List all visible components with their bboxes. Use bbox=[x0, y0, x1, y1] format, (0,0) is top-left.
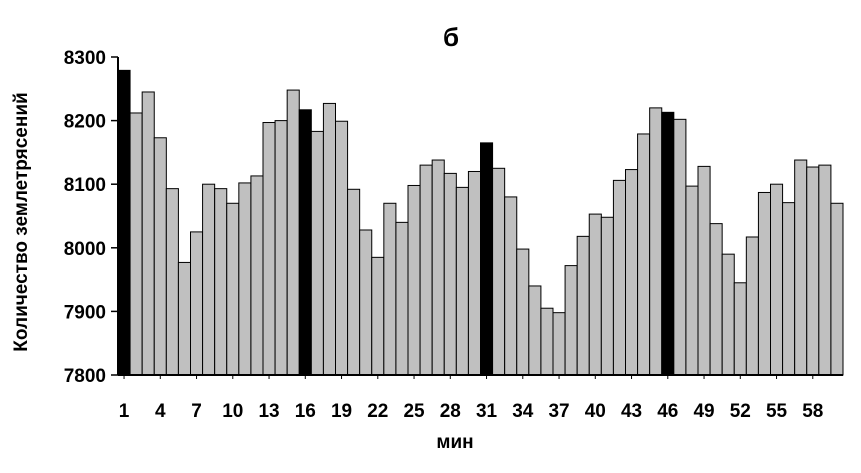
x-tick-label: 55 bbox=[766, 401, 788, 422]
x-tick-label: 52 bbox=[730, 401, 751, 422]
bar-59 bbox=[818, 164, 832, 376]
bar-19 bbox=[335, 120, 349, 376]
bar-43 bbox=[625, 169, 639, 376]
bar-53 bbox=[745, 236, 759, 376]
bar-10 bbox=[226, 202, 240, 376]
bar-36 bbox=[540, 307, 554, 376]
bar-3 bbox=[141, 91, 155, 376]
chart-title: б bbox=[443, 22, 459, 52]
y-tick-label: 8100 bbox=[64, 175, 106, 196]
bar-1 bbox=[117, 69, 131, 376]
bar-38 bbox=[564, 265, 578, 376]
bar-45 bbox=[649, 107, 663, 376]
bar-27 bbox=[431, 159, 445, 376]
x-tick-label: 49 bbox=[693, 401, 714, 422]
x-tick-label: 46 bbox=[657, 401, 678, 422]
bar-51 bbox=[721, 253, 735, 376]
bar-57 bbox=[794, 159, 808, 376]
bar-48 bbox=[685, 185, 699, 376]
bar-23 bbox=[383, 202, 397, 376]
bar-26 bbox=[419, 164, 433, 376]
bar-54 bbox=[757, 191, 771, 376]
x-tick-label: 16 bbox=[295, 401, 316, 422]
axes-group bbox=[117, 57, 843, 376]
bar-17 bbox=[310, 130, 324, 376]
x-tick-label: 58 bbox=[802, 401, 823, 422]
bar-31 bbox=[480, 142, 494, 376]
y-tick-label: 7900 bbox=[64, 302, 106, 323]
y-tick-label: 7800 bbox=[64, 366, 106, 387]
x-axis-label: мин bbox=[436, 432, 473, 453]
x-tick-label: 13 bbox=[258, 401, 279, 422]
x-tick-label: 1 bbox=[119, 401, 130, 422]
bar-24 bbox=[395, 221, 409, 376]
bar-39 bbox=[576, 235, 590, 376]
bar-52 bbox=[733, 282, 747, 376]
bar-11 bbox=[238, 182, 252, 376]
y-ticks-group: 7800 7900 8000 8100 8200 8300 bbox=[64, 48, 118, 387]
bar-22 bbox=[371, 256, 385, 376]
bar-21 bbox=[359, 229, 373, 376]
bar-49 bbox=[697, 165, 711, 376]
bar-44 bbox=[637, 133, 651, 376]
bar-12 bbox=[250, 175, 264, 376]
bar-25 bbox=[407, 184, 421, 376]
bar-46 bbox=[661, 111, 675, 376]
y-axis-label: Количество землетрясений bbox=[11, 92, 32, 351]
bar-35 bbox=[528, 285, 542, 376]
bar-6 bbox=[177, 261, 191, 376]
bar-33 bbox=[504, 196, 518, 376]
bar-13 bbox=[262, 122, 276, 376]
x-tick-label: 7 bbox=[191, 401, 202, 422]
x-tick-label: 37 bbox=[548, 401, 569, 422]
bar-37 bbox=[552, 312, 566, 376]
bar-15 bbox=[286, 89, 300, 376]
bar-5 bbox=[165, 188, 179, 376]
bar-40 bbox=[588, 213, 602, 376]
x-tick-label: 19 bbox=[331, 401, 352, 422]
bar-30 bbox=[467, 170, 482, 376]
bar-9 bbox=[214, 188, 228, 376]
x-tick-label: 22 bbox=[367, 401, 388, 422]
x-tick-label: 28 bbox=[440, 401, 461, 422]
bar-47 bbox=[673, 118, 687, 376]
x-tick-label: 25 bbox=[403, 401, 425, 422]
y-tick-label: 8000 bbox=[64, 239, 106, 260]
bar-14 bbox=[274, 120, 288, 376]
x-tick-label: 34 bbox=[512, 401, 534, 422]
x-tick-label: 4 bbox=[155, 401, 166, 422]
bar-55 bbox=[770, 183, 784, 376]
bar-20 bbox=[347, 188, 361, 376]
bar-41 bbox=[600, 216, 614, 376]
bar-16 bbox=[298, 109, 312, 376]
bar-28 bbox=[443, 172, 457, 376]
bars-group bbox=[117, 69, 844, 376]
bar-2 bbox=[129, 112, 143, 376]
bar-42 bbox=[612, 179, 626, 376]
bar-8 bbox=[202, 183, 216, 376]
bar-18 bbox=[322, 102, 337, 376]
bar-32 bbox=[492, 167, 506, 376]
y-tick-label: 8300 bbox=[64, 48, 106, 69]
bar-50 bbox=[709, 223, 723, 376]
x-tick-label: 40 bbox=[585, 401, 606, 422]
bar-58 bbox=[806, 166, 820, 376]
bar-7 bbox=[190, 231, 204, 376]
x-tick-label: 43 bbox=[621, 401, 642, 422]
y-axis-label-group: Количество землетрясений bbox=[11, 92, 32, 351]
bar-29 bbox=[455, 186, 469, 376]
x-tick-label: 31 bbox=[476, 401, 498, 422]
bar-4 bbox=[153, 137, 167, 376]
x-ticks-group: 1 4 7 10 13 16 19 22 25 28 31 34 37 40 43 46 49 52 55 58 bbox=[119, 375, 823, 422]
bar-56 bbox=[782, 202, 796, 376]
x-tick-label: 10 bbox=[222, 401, 243, 422]
bar-60 bbox=[830, 202, 844, 376]
y-tick-label: 8200 bbox=[64, 112, 106, 133]
bar-34 bbox=[516, 248, 530, 376]
